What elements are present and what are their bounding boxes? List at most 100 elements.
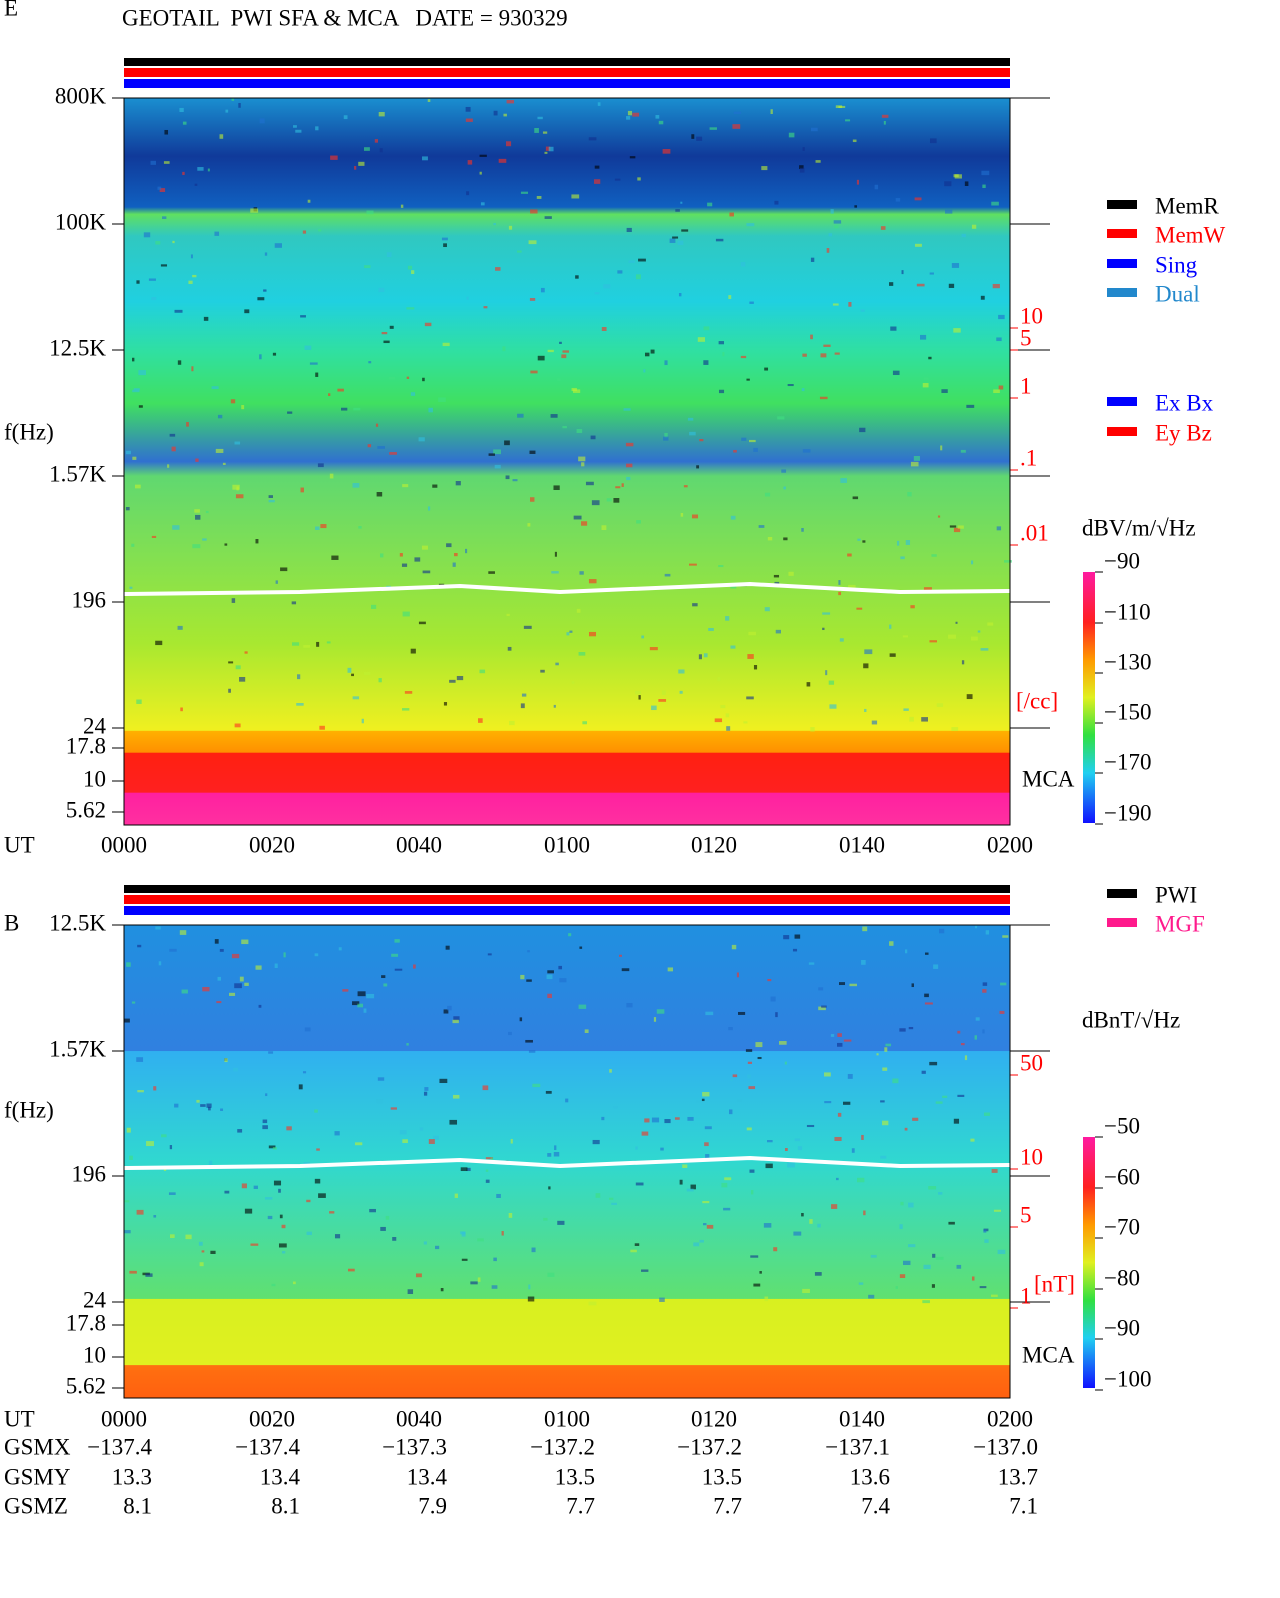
frequency-label: 17.8 (66, 1310, 106, 1335)
texture-cell (929, 1061, 938, 1066)
texture-cell (199, 1262, 204, 1267)
texture-cell (548, 146, 554, 152)
texture-cell (748, 631, 756, 636)
texture-cell (283, 952, 286, 958)
texture-cell (438, 397, 446, 402)
texture-cell (303, 645, 311, 648)
texture-cell (626, 227, 632, 233)
texture-cell (544, 151, 548, 154)
texture-cell (993, 1209, 1002, 1212)
texture-cell (169, 1145, 173, 1150)
texture-cell (835, 1177, 839, 1181)
texture-cell (985, 930, 990, 935)
texture-cell (519, 1017, 523, 1022)
texture-cell (638, 258, 646, 262)
texture-cell (595, 1193, 601, 1198)
texture-cell (553, 1151, 560, 1157)
texture-cell (680, 201, 683, 204)
texture-cell (389, 325, 394, 329)
texture-cell (320, 524, 327, 529)
texture-cell (864, 649, 873, 655)
texture-cell (662, 149, 671, 154)
texture-cell (626, 476, 631, 481)
legend-label: Ey Bz (1155, 420, 1212, 445)
texture-cell (542, 131, 548, 134)
texture-cell (862, 926, 868, 932)
texture-cell (767, 537, 773, 541)
texture-cell (733, 449, 737, 453)
texture-cell (860, 309, 865, 312)
texture-cell (190, 254, 193, 259)
texture-cell (847, 1073, 853, 1079)
texture-cell (957, 525, 964, 529)
texture-cell (158, 961, 162, 966)
texture-cell (298, 1084, 303, 1090)
texture-cell (770, 996, 776, 1002)
texture-cell (725, 616, 730, 621)
texture-cell (843, 1039, 852, 1042)
texture-cell (924, 993, 929, 998)
texture-cell (137, 1090, 144, 1093)
texture-cell (928, 356, 932, 360)
ephemeris-value: −137.2 (677, 1434, 742, 1459)
texture-cell (775, 629, 782, 634)
ephemeris-value: 13.4 (260, 1464, 301, 1489)
texture-cell (503, 113, 507, 117)
texture-cell (937, 515, 941, 518)
texture-cell (611, 1202, 617, 1205)
texture-cell (517, 413, 524, 418)
texture-cell (921, 1070, 926, 1074)
texture-cell (714, 718, 723, 723)
texture-cell (406, 376, 410, 379)
texture-cell (636, 520, 641, 524)
texture-cell (837, 1042, 843, 1047)
texture-cell (153, 1086, 157, 1091)
texture-cell (703, 1223, 707, 1226)
texture-cell (424, 1087, 429, 1091)
texture-cell (615, 486, 621, 489)
ephemeris-value: −137.4 (87, 1434, 152, 1459)
texture-cell (997, 1249, 1006, 1255)
colorbar-tick: −90 (1104, 548, 1140, 573)
texture-cell (889, 653, 896, 657)
texture-cell (244, 651, 248, 654)
texture-cell (823, 344, 831, 347)
texture-cell (953, 328, 961, 333)
texture-cell (316, 641, 320, 647)
texture-cell (172, 525, 180, 530)
texture-cell (228, 688, 231, 693)
frequency-label: 196 (72, 587, 107, 612)
texture-cell (268, 1051, 274, 1054)
texture-cell (961, 660, 965, 665)
texture-cell (281, 1224, 286, 1229)
texture-cell (609, 1197, 614, 1200)
texture-cell (162, 216, 167, 220)
texture-cell (554, 551, 557, 557)
texture-cell (153, 1215, 157, 1218)
texture-cell (696, 136, 703, 141)
ephemeris-value: 7.7 (713, 1493, 742, 1518)
texture-cell (802, 147, 805, 151)
texture-cell (169, 1234, 175, 1239)
texture-cell (202, 538, 207, 541)
texture-cell (747, 654, 754, 659)
e-spectrogram (124, 98, 1010, 825)
texture-cell (641, 1269, 649, 1272)
texture-cell (761, 166, 768, 171)
texture-cell (402, 484, 409, 488)
texture-cell (864, 708, 867, 712)
texture-cell (632, 112, 640, 117)
texture-cell (579, 946, 583, 949)
texture-cell (167, 464, 170, 468)
texture-cell (638, 695, 641, 700)
texture-cell (375, 423, 379, 427)
texture-cell (352, 1001, 360, 1006)
texture-cell (386, 252, 392, 258)
texture-cell (137, 944, 142, 948)
texture-cell (508, 225, 513, 230)
texture-cell (783, 486, 786, 490)
texture-cell (861, 959, 866, 965)
texture-cell (132, 389, 140, 393)
texture-cell (219, 948, 224, 952)
texture-cell (990, 1294, 998, 1297)
